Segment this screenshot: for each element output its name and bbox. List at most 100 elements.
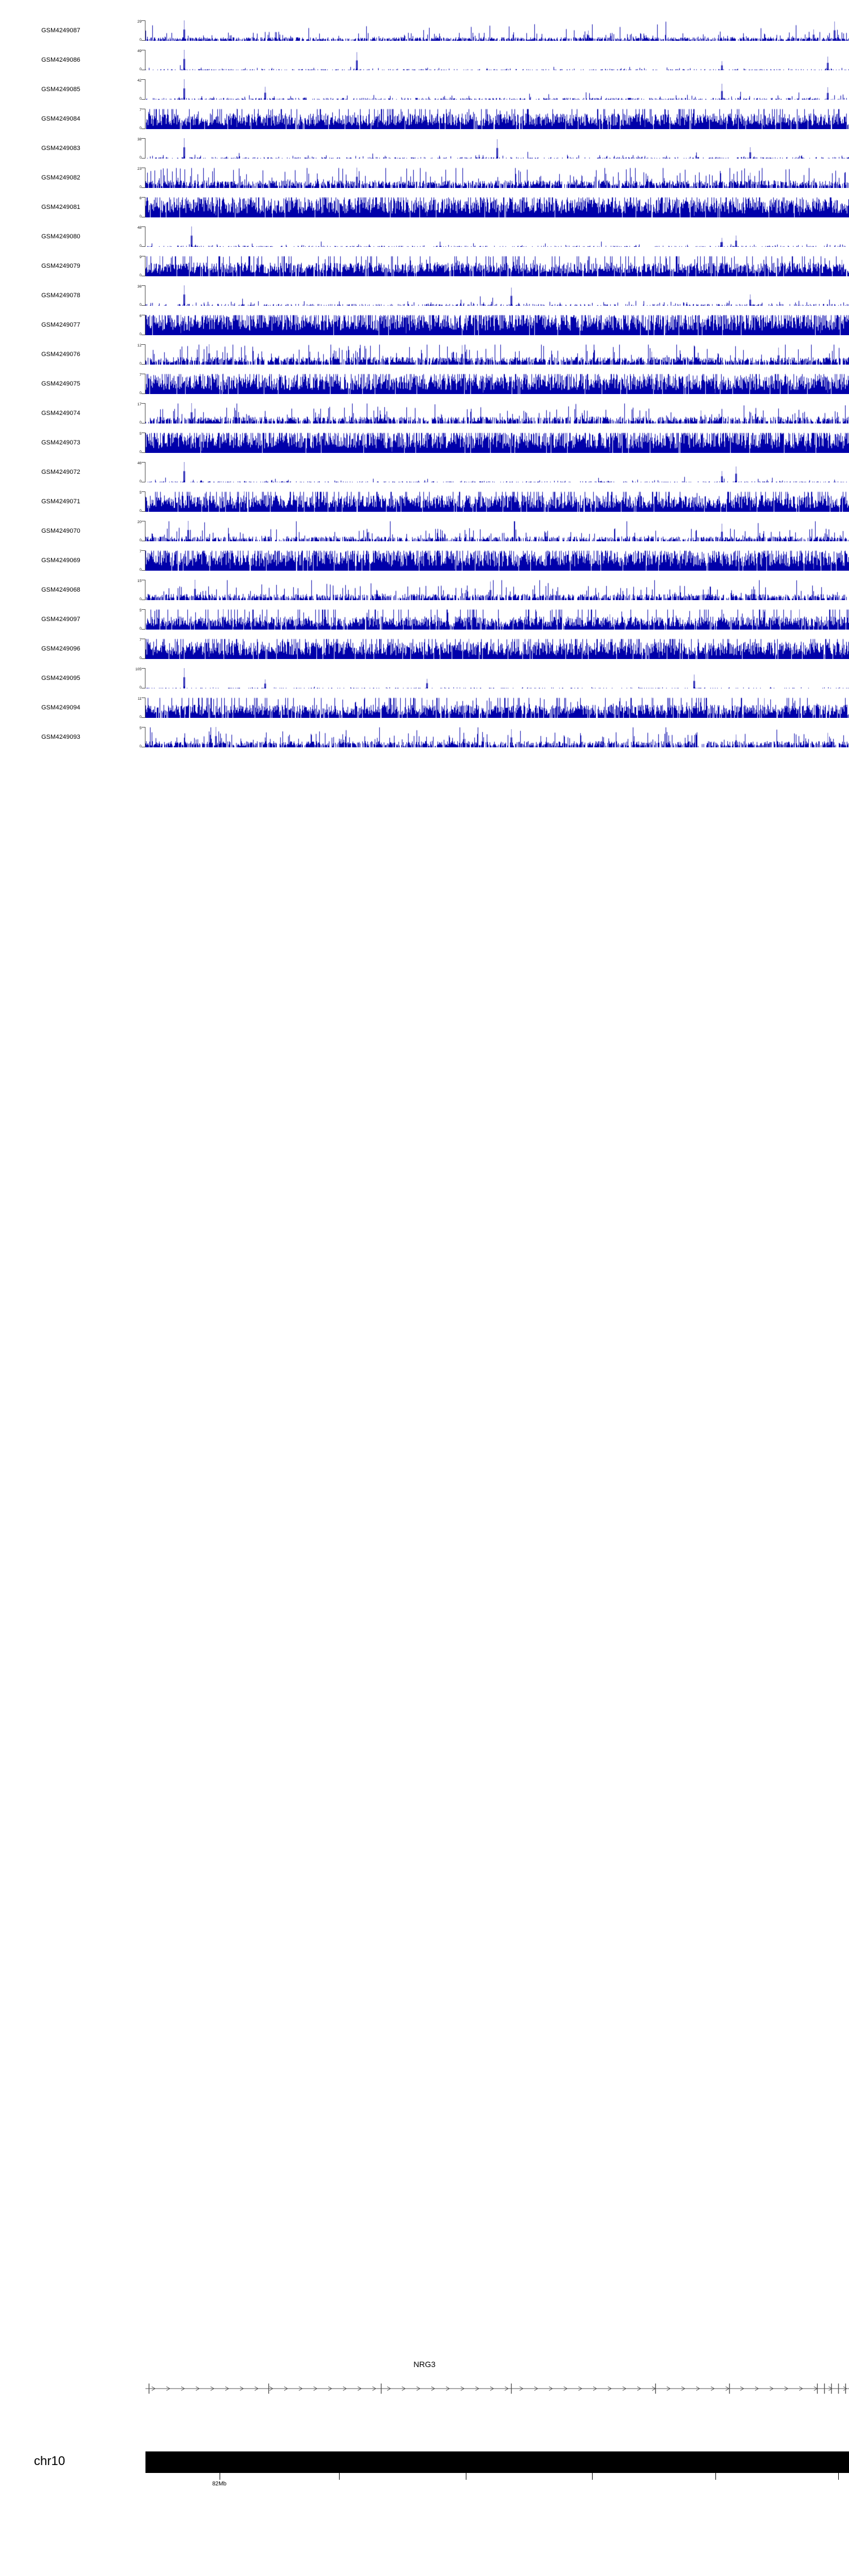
track-label: GSM4249083 [41, 145, 80, 152]
coverage-plot [145, 580, 849, 600]
track-label: GSM4249081 [41, 204, 80, 211]
y-axis-max-label: 7 [139, 108, 142, 112]
coverage-track: GSM4249086 49 0 [0, 45, 849, 75]
y-axis-tick-top [142, 138, 145, 139]
y-axis-tick-top [142, 550, 145, 551]
chromosome-tick [338, 2473, 340, 2480]
y-axis-tick-top [142, 668, 145, 669]
y-axis-min-label: 0 [139, 715, 142, 719]
y-axis-min-label: 0 [139, 38, 142, 42]
coverage-track: GSM4249097 5 0 [0, 605, 849, 634]
y-axis-min-label: 0 [139, 568, 142, 572]
y-axis-labels: 17 0 [129, 403, 142, 425]
y-axis-labels: 23 0 [129, 167, 142, 189]
y-axis-tick-bottom [142, 511, 145, 512]
y-axis-tick-bottom [142, 99, 145, 100]
track-label: GSM4249086 [41, 57, 80, 63]
y-axis-min-label: 0 [139, 215, 142, 219]
coverage-plot [145, 403, 849, 423]
coverage-track: GSM4249075 7 0 [0, 369, 849, 399]
y-axis-labels: 29 0 [129, 20, 142, 42]
coverage-plot [145, 226, 849, 247]
y-axis-tick-bottom [142, 305, 145, 306]
coverage-plot [145, 315, 849, 335]
y-axis-labels: 38 0 [129, 138, 142, 160]
y-axis-max-label: 49 [137, 49, 142, 53]
coverage-track: GSM4249087 29 0 [0, 16, 849, 45]
track-label: GSM4249084 [41, 115, 80, 122]
track-label: GSM4249068 [41, 587, 80, 593]
y-axis-tick-top [142, 462, 145, 463]
y-axis-tick-top [142, 79, 145, 80]
y-axis-min-label: 0 [139, 362, 142, 366]
y-axis-min-label: 0 [139, 156, 142, 160]
coverage-plot [145, 639, 849, 659]
y-axis-tick-top [142, 403, 145, 404]
coverage-track: GSM4249083 38 0 [0, 134, 849, 163]
y-axis-max-label: 48 [137, 226, 142, 230]
y-axis-tick-bottom [142, 40, 145, 41]
coverage-plot [145, 698, 849, 718]
track-label: GSM4249094 [41, 704, 80, 711]
y-axis-tick-bottom [142, 187, 145, 188]
y-axis-min-label: 0 [139, 303, 142, 307]
y-axis-tick-bottom [142, 158, 145, 159]
chromosome-tick-label: 82Mb [212, 2481, 227, 2487]
coverage-track: GSM4249077 6 0 [0, 310, 849, 340]
track-label: GSM4249071 [41, 498, 80, 505]
coverage-track: GSM4249082 23 0 [0, 163, 849, 192]
y-axis-max-label: 6 [139, 314, 142, 318]
coverage-plot [145, 521, 849, 541]
coverage-plot [145, 20, 849, 41]
y-axis-labels: 42 0 [129, 79, 142, 101]
y-axis-min-label: 0 [139, 97, 142, 101]
coverage-track: GSM4249094 11 0 [0, 693, 849, 722]
track-label: GSM4249073 [41, 439, 80, 446]
track-label: GSM4249082 [41, 174, 80, 181]
y-axis-min-label: 0 [139, 126, 142, 130]
y-axis-max-label: 38 [137, 138, 142, 142]
y-axis-min-label: 0 [139, 244, 142, 248]
y-axis-tick-top [142, 491, 145, 492]
y-axis-max-label: 7 [139, 550, 142, 554]
track-label: GSM4249080 [41, 233, 80, 240]
gene-model-track [145, 2379, 849, 2398]
y-axis-labels: 12 0 [129, 344, 142, 366]
coverage-plot [145, 168, 849, 188]
coverage-track: GSM4249081 6 0 [0, 192, 849, 222]
y-axis-labels: 15 0 [129, 579, 142, 601]
y-axis-labels: 11 0 [129, 697, 142, 719]
y-axis-max-label: 105 [135, 667, 142, 671]
coverage-track: GSM4249069 7 0 [0, 546, 849, 575]
y-axis-labels: 49 0 [129, 49, 142, 71]
y-axis-min-label: 0 [139, 421, 142, 425]
y-axis-max-label: 5 [139, 432, 142, 436]
coverage-track: GSM4249070 20 0 [0, 516, 849, 546]
track-label: GSM4249096 [41, 645, 80, 652]
y-axis-min-label: 0 [139, 273, 142, 277]
y-axis-min-label: 0 [139, 538, 142, 542]
coverage-track-list: GSM4249087 29 0 GSM4249086 49 0 GSM4249085 42 0 G… [0, 16, 849, 752]
track-label: GSM4249069 [41, 557, 80, 564]
y-axis-max-label: 23 [137, 167, 142, 171]
y-axis-min-label: 0 [139, 480, 142, 483]
y-axis-min-label: 0 [139, 509, 142, 513]
y-axis-labels: 46 0 [129, 461, 142, 483]
y-axis-tick-bottom [142, 658, 145, 659]
coverage-track: GSM4249080 48 0 [0, 222, 849, 251]
y-axis-max-label: 6 [139, 196, 142, 200]
track-label: GSM4249078 [41, 292, 80, 299]
track-label: GSM4249072 [41, 469, 80, 476]
coverage-plot [145, 491, 849, 512]
y-axis-max-label: 36 [137, 285, 142, 289]
coverage-plot [145, 344, 849, 365]
coverage-track: GSM4249072 46 0 [0, 457, 849, 487]
coverage-plot [145, 668, 849, 688]
chromosome-axis-ticks: 82Mb [145, 2473, 849, 2487]
chromosome-tick [838, 2473, 839, 2480]
y-axis-max-label: 46 [137, 461, 142, 465]
y-axis-min-label: 0 [139, 597, 142, 601]
